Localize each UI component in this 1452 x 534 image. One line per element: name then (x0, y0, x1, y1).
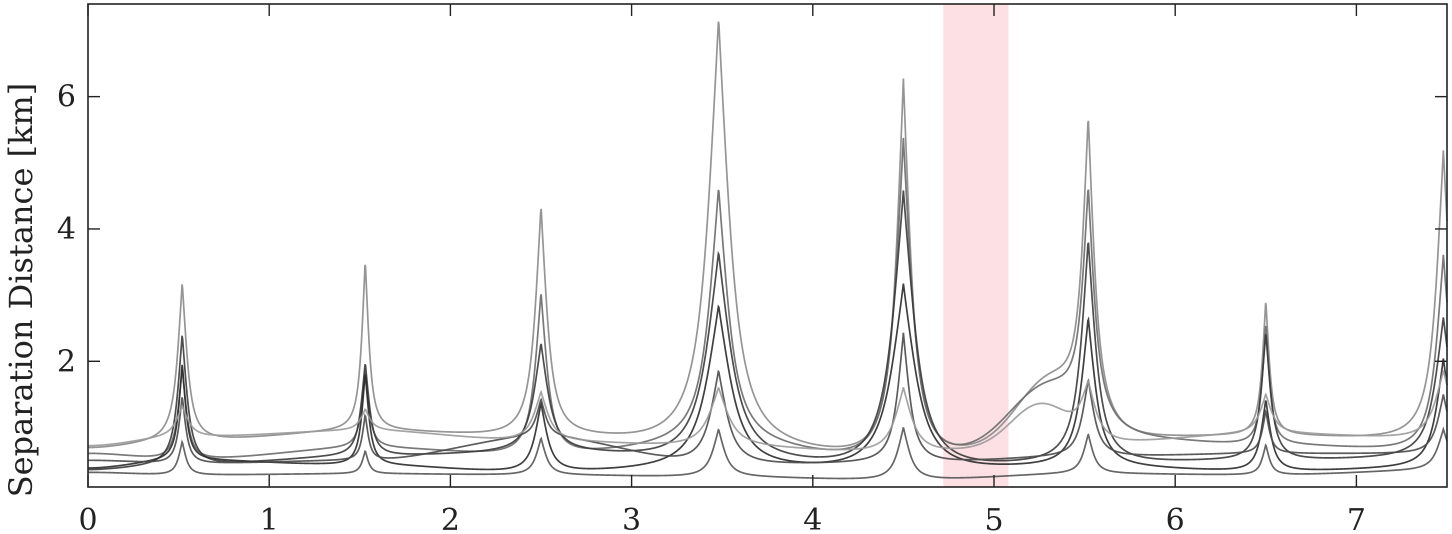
series-line-5 (88, 332, 1448, 464)
y-tick-label: 2 (57, 344, 76, 379)
y-axis-label: Separation Distance [km] (2, 83, 40, 498)
series-line-6 (88, 370, 1448, 451)
x-tick-label: 7 (1347, 503, 1366, 534)
x-tick-label: 0 (78, 503, 97, 534)
series-line-7 (88, 426, 1448, 480)
x-tick-label: 6 (1166, 503, 1185, 534)
x-tick-label: 5 (984, 503, 1003, 534)
x-tick-label: 3 (622, 503, 641, 534)
x-tick-label: 2 (441, 503, 460, 534)
y-tick-label: 4 (57, 212, 76, 247)
series-line-4 (88, 283, 1448, 471)
series-line-3 (88, 190, 1448, 471)
x-tick-label: 1 (260, 503, 279, 534)
plot-frame (87, 3, 1448, 488)
y-tick-label: 6 (57, 80, 76, 115)
highlight-band-layer (943, 4, 1009, 487)
tick-layer: 0 1 2 3 4 5 6 7 2 4 6 (57, 4, 1447, 534)
highlight-band (943, 4, 1009, 487)
series-line-2 (88, 137, 1448, 458)
series-layer (87, 21, 1448, 480)
x-tick-label: 4 (803, 503, 822, 534)
series-line-1 (87, 21, 1448, 449)
